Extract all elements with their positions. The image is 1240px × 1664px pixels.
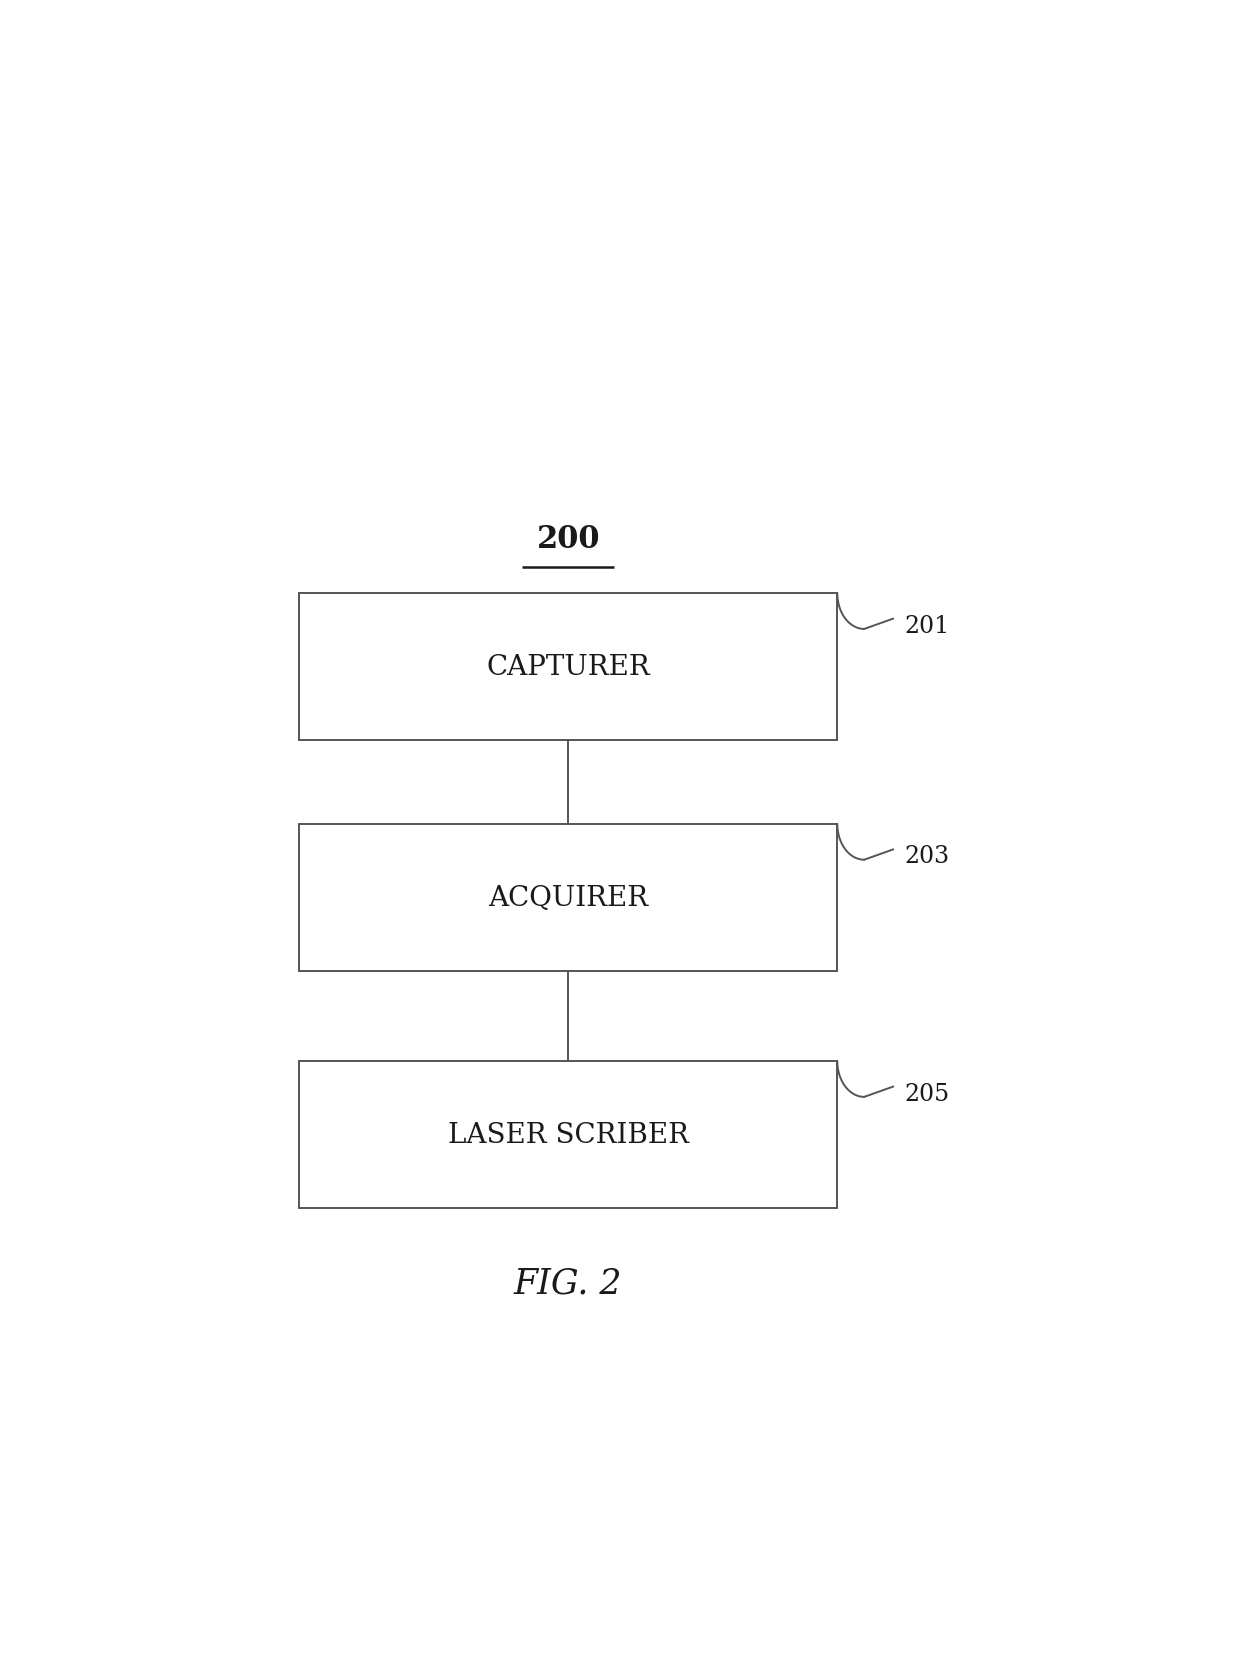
Text: LASER SCRIBER: LASER SCRIBER — [448, 1122, 688, 1148]
Text: 201: 201 — [905, 614, 950, 637]
Text: FIG. 2: FIG. 2 — [515, 1265, 622, 1300]
Text: CAPTURER: CAPTURER — [486, 654, 650, 681]
Text: 200: 200 — [537, 524, 600, 554]
Bar — [299, 594, 837, 740]
Text: 203: 203 — [905, 845, 950, 869]
Text: 205: 205 — [905, 1082, 950, 1105]
Bar — [299, 824, 837, 972]
Bar — [299, 1062, 837, 1208]
Text: ACQUIRER: ACQUIRER — [489, 885, 649, 912]
